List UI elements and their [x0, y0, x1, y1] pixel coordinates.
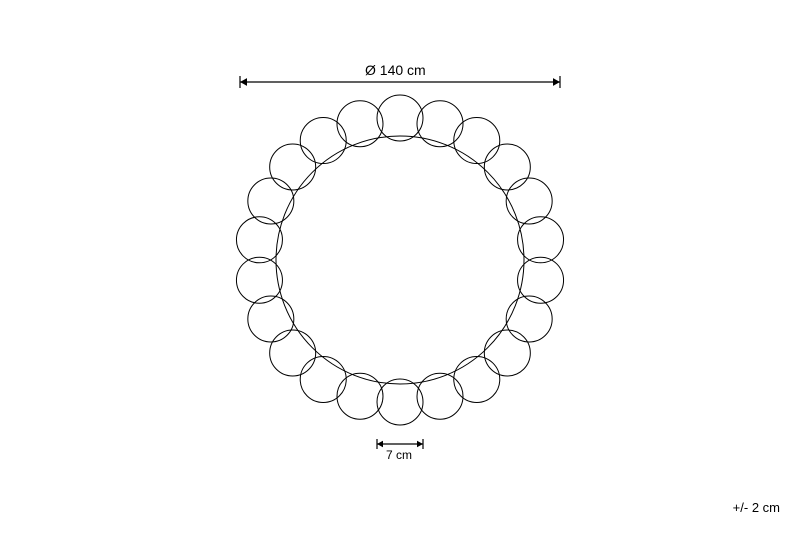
- small-circle-width-label: 7 cm: [386, 448, 412, 462]
- diagram-canvas: Ø 140 cm 7 cm +/- 2 cm: [0, 0, 800, 533]
- tolerance-label: +/- 2 cm: [733, 500, 780, 515]
- diameter-label: Ø 140 cm: [365, 62, 426, 78]
